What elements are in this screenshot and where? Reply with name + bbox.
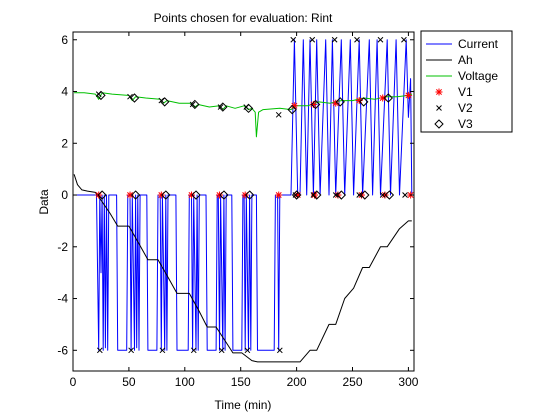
legend-entry-voltage: Voltage: [426, 69, 498, 83]
legend-swatch: [434, 119, 444, 129]
legend-label: Voltage: [458, 69, 498, 83]
marker-v2: [127, 93, 133, 100]
marker-v2: [217, 104, 224, 110]
y-tick-label: 4: [61, 85, 68, 99]
marker-v2: [96, 347, 103, 354]
chart-title: Points chosen for evaluation: Rint: [154, 11, 333, 25]
legend-entry-ah: Ah: [426, 53, 473, 67]
marker-v1: [275, 191, 283, 199]
marker-v3: [360, 190, 370, 200]
legend-label: V3: [458, 117, 473, 131]
marker-v1: [355, 97, 363, 105]
y-tick-label: -6: [57, 343, 68, 357]
marker-v2: [275, 111, 282, 118]
x-tick-label: 50: [122, 375, 136, 389]
marker-v1: [332, 99, 340, 107]
marker-v2: [276, 347, 283, 354]
x-axis-ticks: 0 50 100 150 200 250 300: [70, 32, 419, 389]
marker-v3: [384, 190, 395, 200]
marker-v3: [335, 97, 345, 107]
marker-v3: [191, 190, 201, 200]
legend-label: V1: [458, 85, 473, 99]
legend-entry-current: Current: [426, 37, 499, 51]
marker-v2: [332, 192, 339, 198]
legend-entry-v3: V3: [434, 117, 473, 131]
marker-v3: [291, 190, 302, 200]
legend-label: Current: [458, 37, 499, 51]
marker-v3: [161, 190, 171, 200]
marker-v3: [130, 190, 141, 200]
marker-v3: [129, 93, 140, 103]
x-tick-label: 200: [287, 375, 307, 389]
marker-v3: [159, 97, 170, 107]
marker-v1: [379, 94, 387, 102]
marker-v3: [358, 97, 369, 107]
legend-box: [420, 30, 513, 133]
legend-swatch: [435, 88, 443, 96]
marker-v3: [190, 99, 200, 110]
marker-v3: [310, 99, 321, 110]
axes-box: [72, 31, 415, 372]
marker-layer: [95, 36, 415, 354]
marker-v2: [331, 36, 338, 43]
x-tick-label: 0: [70, 375, 77, 389]
marker-v3: [244, 190, 255, 200]
marker-v3: [97, 190, 107, 200]
legend-label: V2: [458, 101, 473, 115]
series-line-ah: [73, 174, 412, 363]
axes-background: [73, 32, 414, 371]
y-axis-label: Data: [37, 189, 51, 215]
marker-v2: [244, 347, 251, 354]
marker-v2: [159, 347, 166, 354]
marker-v3: [312, 190, 322, 200]
x-tick-label: 150: [231, 375, 251, 389]
marker-v3: [218, 102, 228, 112]
marker-v2: [401, 36, 407, 43]
marker-v2: [356, 192, 363, 198]
x-axis-label: Time (min): [215, 398, 272, 412]
legend-swatch: [436, 105, 442, 111]
marker-v2: [377, 36, 384, 43]
marker-v2: [128, 347, 134, 354]
marker-v2: [309, 36, 316, 43]
marker-v2: [290, 36, 297, 43]
series-line-voltage: [74, 92, 412, 138]
legend-entry-v1: V1: [435, 85, 473, 99]
marker-v2: [402, 192, 408, 198]
marker-v2: [354, 36, 360, 43]
legend-label: Ah: [458, 53, 473, 67]
legend-items: Current Ah Voltage V1 V2 V3: [426, 37, 499, 131]
legend-entry-v2: V2: [436, 101, 473, 115]
marker-v3: [96, 90, 106, 101]
marker-v2: [379, 192, 386, 198]
marker-v2: [190, 347, 197, 354]
marker-v2: [218, 347, 225, 354]
marker-v3: [383, 93, 393, 103]
x-tick-label: 100: [175, 375, 195, 389]
marker-v3: [219, 190, 229, 200]
y-tick-label: 6: [61, 33, 68, 47]
marker-v3: [287, 104, 297, 115]
x-tick-label: 250: [342, 375, 362, 389]
marker-v1: [126, 191, 134, 199]
y-tick-label: -4: [57, 292, 68, 306]
y-tick-label: 0: [61, 188, 68, 202]
marker-v2: [189, 101, 196, 108]
y-tick-label: 2: [61, 136, 68, 150]
y-tick-label: -2: [57, 240, 68, 254]
legend: Current Ah Voltage V1 V2 V3: [420, 30, 513, 133]
x-tick-label: 300: [398, 375, 418, 389]
marker-v3: [336, 190, 347, 200]
plot-area: 0 50 100 150 200 250 300 -6 -4 -2 0 2 4 6: [57, 31, 419, 389]
y-axis-ticks: -6 -4 -2 0 2 4 6: [57, 33, 414, 357]
marker-v1: [404, 91, 412, 99]
marker-v1: [290, 102, 298, 110]
marker-v3: [243, 103, 254, 114]
